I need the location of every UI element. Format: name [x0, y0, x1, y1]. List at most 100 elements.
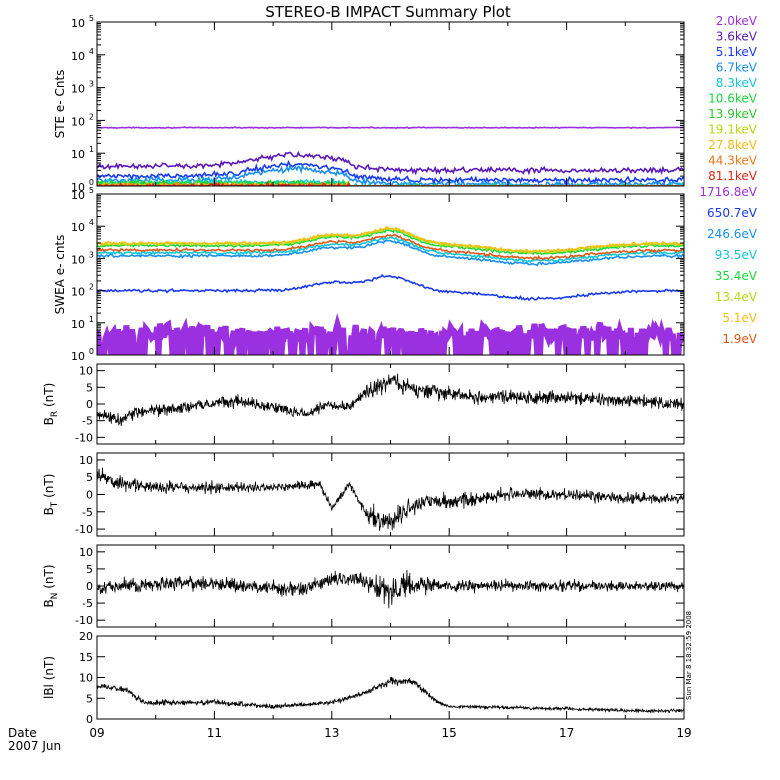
legend-entry: 10.6keV	[708, 92, 758, 106]
series-1-7	[97, 179, 684, 186]
y-axis-label: SWEA e- cnts	[53, 235, 67, 315]
y-tick-label: 10	[71, 83, 85, 96]
panel-4: -10 -5 0 5 10 BT (nT)	[42, 452, 685, 537]
y-tick-label: 10	[79, 454, 93, 467]
y-tick-label: 20	[79, 630, 93, 643]
series-3-trace	[97, 373, 684, 427]
year-month-label: 2007 Jun	[8, 739, 61, 753]
y-tick-label: -10	[75, 523, 93, 536]
series-2-1	[97, 313, 684, 355]
series-5-trace	[97, 569, 684, 609]
panel-5-data	[97, 569, 684, 609]
legend-entry: 44.3keV	[708, 154, 758, 168]
y-tick-exponent: 3	[89, 80, 94, 89]
y-tick-exponent: 4	[89, 47, 94, 56]
panel-1-frame	[96, 21, 685, 187]
y-tick-label: 10	[71, 17, 85, 30]
legend-entry: 27.8keV	[708, 138, 758, 152]
legend-entry: 13.9keV	[708, 107, 758, 121]
x-tick-label: 09	[89, 726, 104, 740]
y-tick-label: 10	[71, 189, 85, 202]
y-tick-label: 10	[71, 286, 85, 299]
y-tick-label: -5	[82, 597, 93, 610]
y-axis-label: BN (nT)	[42, 564, 60, 607]
legend-entry: 93.5eV	[715, 248, 758, 262]
x-tick-label: 19	[676, 726, 691, 740]
legend-entry: 1716.8eV	[699, 185, 757, 199]
y-tick-label: 10	[71, 318, 85, 331]
legend-entry: 2.0keV	[716, 14, 758, 28]
legend-entry: 8.3keV	[716, 76, 758, 90]
y-tick-label: 15	[79, 651, 93, 664]
legend-entry: 6.7keV	[716, 61, 758, 75]
series-1-1	[97, 126, 684, 130]
y-tick-label: 5	[86, 563, 93, 576]
y-tick-label: -5	[82, 415, 93, 428]
y-tick-label: 5	[86, 471, 93, 484]
series-1-3	[97, 159, 684, 186]
y-tick-label: 0	[86, 398, 93, 411]
y-tick-label: 10	[71, 115, 85, 128]
y-tick-exponent: 2	[89, 112, 94, 121]
legend-entry: 5.1keV	[716, 45, 758, 59]
y-tick-label: 10	[79, 365, 93, 378]
y-tick-label: 10	[71, 253, 85, 266]
y-tick-label: 10	[71, 350, 85, 363]
legend-entry: 3.6keV	[716, 30, 758, 44]
legend-entry: 81.1keV	[708, 169, 758, 183]
legend-entry: 35.4eV	[715, 269, 758, 283]
series-2-8	[97, 233, 684, 262]
series-4-trace	[97, 467, 684, 531]
series-6-trace	[97, 676, 684, 714]
panel-1-data	[97, 126, 684, 186]
panel-6-data	[97, 676, 684, 714]
legend-entry: 5.1eV	[722, 311, 757, 325]
legend-entry: 1.9eV	[722, 332, 757, 346]
panel-5: -10 -5 0 5 10 BN (nT)	[42, 544, 685, 628]
legend-entry: 13.4eV	[715, 290, 758, 304]
panel-2-data	[97, 226, 684, 355]
y-tick-label: 10	[71, 221, 85, 234]
y-tick-label: 5	[86, 381, 93, 394]
y-tick-exponent: 2	[89, 283, 94, 292]
panels-group: 2.0keV3.6keV5.1keV6.7keV8.3keV10.6keV13.…	[42, 14, 758, 740]
y-tick-label: 0	[86, 489, 93, 502]
y-tick-exponent: 0	[89, 347, 94, 356]
x-tick-label: 11	[207, 726, 222, 740]
y-axis-label: lBl (nT)	[42, 656, 56, 699]
y-tick-exponent: 5	[89, 186, 94, 195]
y-tick-label: -10	[75, 614, 93, 627]
x-tick-label: 17	[559, 726, 574, 740]
panel-6: 0 5 10 15 20 lBl (nT)	[42, 630, 685, 726]
legend-entry: 246.6eV	[707, 227, 758, 241]
y-axis-label: BT (nT)	[42, 474, 60, 516]
x-tick-label: 13	[324, 726, 339, 740]
date-label: Date	[8, 726, 37, 740]
y-tick-label: -5	[82, 506, 93, 519]
panel-4-data	[97, 467, 684, 531]
legend-entry: 650.7eV	[707, 206, 758, 220]
y-tick-label: 10	[79, 546, 93, 559]
timestamp-label: Sun Mar 8 18:32:59 2008	[685, 611, 693, 700]
y-tick-label: -10	[75, 431, 93, 444]
series-2-2	[97, 273, 684, 302]
y-tick-exponent: 0	[89, 178, 94, 187]
y-tick-label: 10	[71, 50, 85, 63]
y-tick-exponent: 5	[89, 14, 94, 23]
y-tick-exponent: 1	[89, 145, 94, 154]
series-1-2	[97, 150, 684, 176]
y-tick-exponent: 1	[89, 315, 94, 324]
y-tick-exponent: 3	[89, 250, 94, 259]
panel-3: -10 -5 0 5 10 BR (nT)	[42, 363, 685, 445]
y-tick-label: 10	[71, 181, 85, 194]
legend-entry: 19.1keV	[708, 123, 758, 137]
y-tick-label: 10	[71, 148, 85, 161]
panel-3-data	[97, 373, 684, 427]
y-tick-label: 10	[79, 672, 93, 685]
y-tick-label: 0	[86, 580, 93, 593]
series-2-7	[97, 226, 684, 254]
series-2-3	[97, 239, 684, 267]
plot-title: STEREO-B IMPACT Summary Plot	[265, 3, 511, 21]
